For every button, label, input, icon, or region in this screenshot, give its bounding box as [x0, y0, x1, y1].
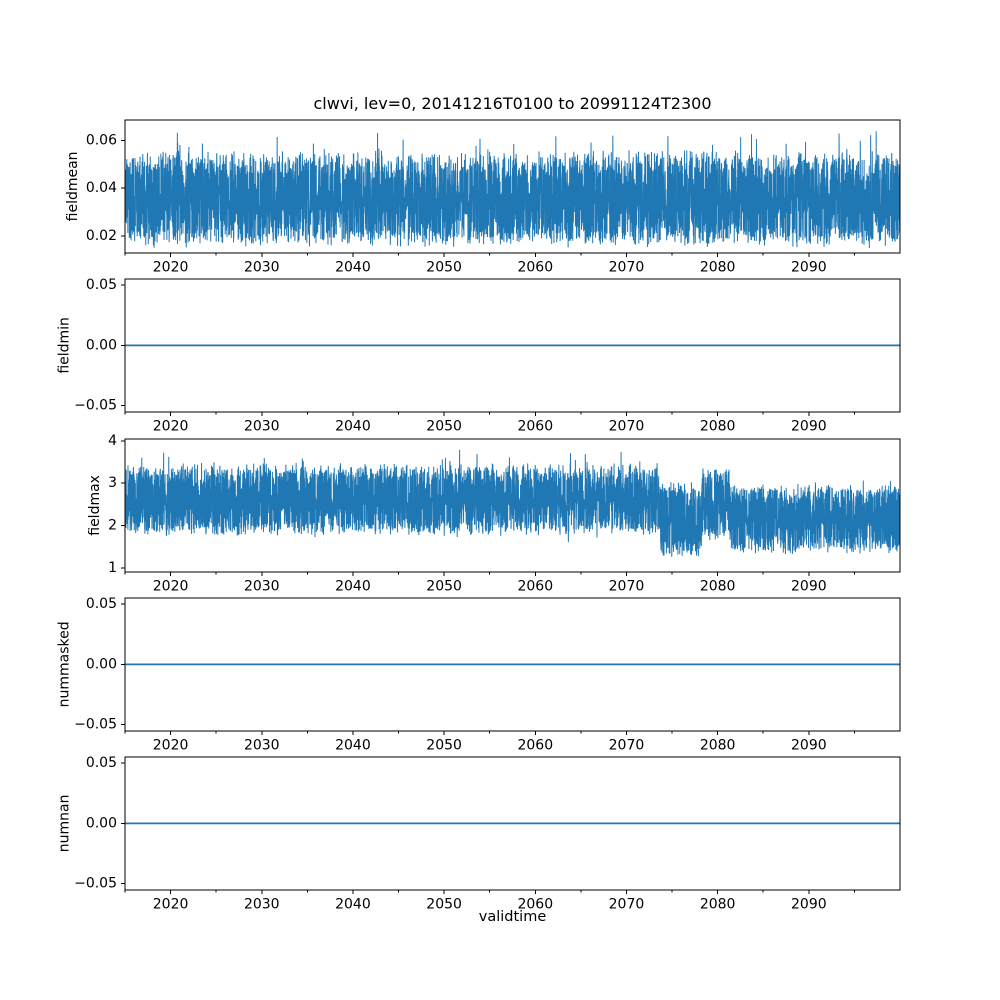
x-tick-label: 2030	[244, 737, 280, 753]
y-axis-label-fieldmean: fieldmean	[65, 151, 81, 221]
x-tick-label: 2050	[426, 578, 462, 594]
x-tick-label: 2060	[517, 259, 553, 275]
x-tick-label: 2090	[791, 737, 827, 753]
x-tick-label: 2060	[517, 578, 553, 594]
x-tick-label: 2020	[153, 259, 189, 275]
x-tick-label: 2070	[609, 259, 645, 275]
chart-title: clwvi, lev=0, 20141216T0100 to 20991124T…	[313, 94, 712, 113]
y-tick-label: −0.05	[74, 398, 117, 414]
y-tick-label: 0.06	[86, 132, 117, 148]
x-tick-label: 2070	[609, 737, 645, 753]
x-tick-label: 2030	[244, 578, 280, 594]
x-tick-label: 2060	[517, 419, 553, 435]
x-tick-label: 2090	[791, 259, 827, 275]
y-tick-label: −0.05	[74, 717, 117, 733]
x-tick-label: 2080	[700, 896, 736, 912]
x-tick-label: 2060	[517, 896, 553, 912]
series-fieldmean	[125, 131, 900, 248]
x-axis-label: validtime	[478, 909, 547, 925]
x-tick-label: 2050	[426, 737, 462, 753]
series-fieldmax	[125, 449, 900, 557]
x-tick-label: 2040	[335, 578, 371, 594]
y-axis-label-nummasked: nummasked	[56, 621, 72, 707]
y-tick-label: 1	[108, 559, 117, 575]
y-tick-label: 4	[108, 432, 117, 448]
y-tick-label: 0.02	[86, 228, 117, 244]
x-tick-label: 2020	[153, 737, 189, 753]
x-tick-label: 2080	[700, 419, 736, 435]
axes-frame	[124, 119, 901, 254]
y-axis-label-fieldmin: fieldmin	[56, 317, 72, 374]
x-tick-label: 2040	[335, 259, 371, 275]
x-tick-label: 2070	[609, 419, 645, 435]
x-tick-label: 2080	[700, 578, 736, 594]
x-tick-label: 2040	[335, 419, 371, 435]
axes-fieldmean: 2020 2030 2040 2050 2060 2070 2080 2090 0.02 0.04…	[65, 119, 901, 275]
x-tick-label: 2030	[244, 259, 280, 275]
y-tick-label: 0.05	[86, 277, 117, 293]
x-tick-label: 2050	[426, 896, 462, 912]
x-tick-label: 2060	[517, 737, 553, 753]
x-tick-label: 2050	[426, 259, 462, 275]
y-tick-label: 2	[108, 517, 117, 533]
y-tick-label: 0.00	[86, 338, 117, 354]
y-tick-label: 0.05	[86, 755, 117, 771]
x-tick-label: 2030	[244, 896, 280, 912]
x-tick-label: 2020	[153, 578, 189, 594]
y-axis-label-numnan: numnan	[56, 795, 72, 853]
x-tick-label: 2020	[153, 896, 189, 912]
y-tick-label: 0.05	[86, 596, 117, 612]
y-tick-label: 0.00	[86, 816, 117, 832]
y-axis-label-fieldmax: fieldmax	[87, 475, 103, 536]
x-tick-label: 2080	[700, 737, 736, 753]
axes-fieldmin: 2020 2030 2040 2050 2060 2070 2080 2090 −0.05 0.0…	[56, 277, 901, 435]
x-tick-label: 2090	[791, 896, 827, 912]
x-tick-label: 2090	[791, 419, 827, 435]
axes-fieldmax: 2020 2030 2040 2050 2060 2070 2080 2090 1 2 3 4 fiel…	[87, 432, 901, 594]
axes-nummasked: 2020 2030 2040 2050 2060 2070 2080 2090 −0.05 0.0…	[56, 596, 901, 753]
y-tick-label: 3	[108, 475, 117, 491]
x-tick-label: 2070	[609, 896, 645, 912]
y-tick-label: 0.00	[86, 656, 117, 672]
x-tick-label: 2040	[335, 896, 371, 912]
y-tick-label: 0.04	[86, 180, 117, 196]
axes-frame	[124, 438, 901, 572]
axes-numnan: 2020 2030 2040 2050 2060 2070 2080 2090 −0.05 0.0…	[56, 755, 901, 912]
x-tick-label: 2030	[244, 419, 280, 435]
x-tick-label: 2090	[791, 578, 827, 594]
x-tick-label: 2080	[700, 259, 736, 275]
x-tick-label: 2050	[426, 419, 462, 435]
y-tick-label: −0.05	[74, 876, 117, 892]
x-tick-label: 2040	[335, 737, 371, 753]
x-tick-label: 2070	[609, 578, 645, 594]
x-tick-label: 2020	[153, 419, 189, 435]
